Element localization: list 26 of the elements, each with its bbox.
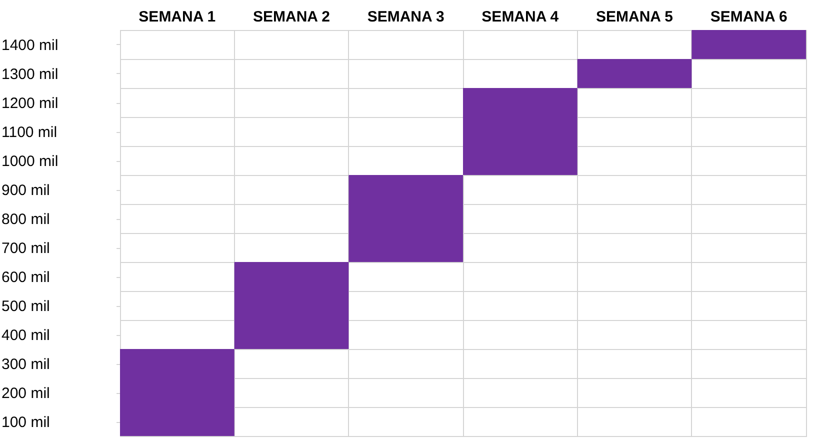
y-tick-label: 900 mil xyxy=(2,182,50,199)
y-tick-label: 300 mil xyxy=(2,356,50,373)
bar xyxy=(463,88,578,175)
y-tick-label: 1400 mil xyxy=(2,37,58,54)
y-tick-label: 1100 mil xyxy=(2,124,58,141)
y-tick-label: 400 mil xyxy=(2,327,50,344)
y-tick-label: 100 mil xyxy=(2,414,50,431)
x-tick-label: SEMANA 1 xyxy=(138,8,216,26)
bar xyxy=(120,349,234,436)
x-tick-label: SEMANA 5 xyxy=(596,8,673,26)
y-tick-label: 600 mil xyxy=(2,269,50,286)
y-tick-label: 700 mil xyxy=(2,240,50,257)
x-tick-label: SEMANA 3 xyxy=(367,8,444,26)
y-tick-label: 200 mil xyxy=(2,385,50,402)
y-tick-label: 500 mil xyxy=(2,298,50,315)
y-tick-label: 1000 mil xyxy=(2,153,58,170)
y-tick-label: 1300 mil xyxy=(2,66,58,83)
x-tick-label: SEMANA 6 xyxy=(710,8,788,26)
y-tick-label: 1200 mil xyxy=(2,95,58,112)
bar xyxy=(348,175,463,262)
bar xyxy=(692,30,806,59)
x-tick-label: SEMANA 2 xyxy=(253,8,330,26)
bar xyxy=(577,59,692,88)
x-tick-label: SEMANA 4 xyxy=(482,8,560,26)
y-tick-label: 800 mil xyxy=(2,211,50,228)
bar xyxy=(234,262,349,349)
